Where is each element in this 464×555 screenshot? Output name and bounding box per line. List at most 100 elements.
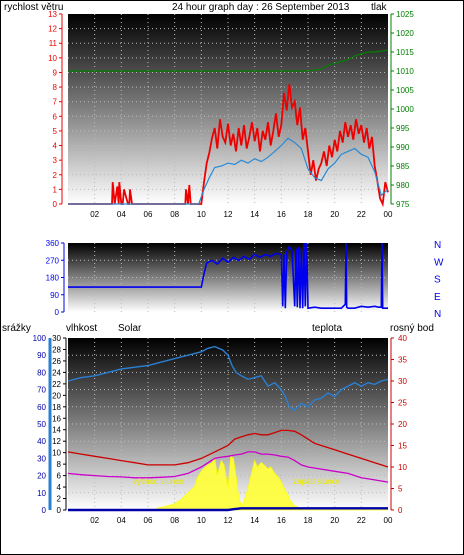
wind-speed-tick-label: 8 <box>53 83 58 92</box>
wind-speed-tick-label: 7 <box>53 98 58 107</box>
wind-panel-background <box>68 14 388 204</box>
wind-x-tick-label: 02 <box>90 210 99 219</box>
pressure-tick-label: 1005 <box>396 86 414 95</box>
rain-axis-label: srážky <box>2 323 31 334</box>
humidity-tick-label: 28 <box>52 345 61 354</box>
direction-tick-label: 90 <box>50 291 59 300</box>
humidity-tick-label: 14 <box>52 426 61 435</box>
climate-x-tick-label: 10 <box>197 516 206 525</box>
dewpoint-axis-label: rosný bod <box>390 323 434 334</box>
compass-letter: W <box>434 257 444 268</box>
wind-x-tick-label: 22 <box>357 210 366 219</box>
rain-tick-label: 40 <box>37 437 46 446</box>
temperature-tick-label: 0 <box>398 506 403 515</box>
pressure-tick-label: 975 <box>396 200 410 209</box>
solar-axis-label: Solar <box>118 323 142 334</box>
temperature-ticks: 0 5 10 15 20 25 30 35 40 <box>390 334 407 515</box>
humidity-tick-label: 26 <box>52 357 61 366</box>
wind-x-tick-label: 00 <box>384 210 393 219</box>
climate-x-tick-label: 08 <box>170 516 179 525</box>
wind-speed-tick-label: 5 <box>53 127 58 136</box>
compass-letter: S <box>434 275 441 286</box>
direction-tick-label: 180 <box>46 274 60 283</box>
rain-ticks: 0 10 20 30 40 50 60 70 80 90 100 <box>33 334 52 515</box>
rain-line <box>68 507 388 512</box>
rain-tick-label: 0 <box>42 506 47 515</box>
pressure-axis-label: tlak <box>371 2 388 13</box>
wind-x-tick-label: 08 <box>170 210 179 219</box>
wind-speed-tick-label: 10 <box>48 54 57 63</box>
temperature-tick-label: 25 <box>398 399 407 408</box>
temperature-axis-label: teplota <box>312 323 342 334</box>
rain-tick-label: 20 <box>37 472 46 481</box>
direction-tick-label: 0 <box>55 308 60 317</box>
sunrise-label: východ slunce <box>133 477 184 486</box>
dewpoint-line <box>67 451 389 483</box>
pressure-ticks: 975 980 985 990 995 1000 1005 1010 1015 1020 1025 <box>390 10 414 209</box>
wind-speed-tick-label: 1 <box>53 185 58 194</box>
climate-x-tick-label: 04 <box>117 516 126 525</box>
pressure-tick-label: 1020 <box>396 29 414 38</box>
wind-x-tick-label: 20 <box>330 210 339 219</box>
climate-x-tick-label: 06 <box>144 516 153 525</box>
pressure-tick-label: 980 <box>396 181 410 190</box>
climate-x-tick-label: 00 <box>384 516 393 525</box>
wind-speed-tick-label: 6 <box>53 112 58 121</box>
humidity-tick-label: 0 <box>57 506 62 515</box>
wind-speed-tick-label: 2 <box>53 171 58 180</box>
rain-tick-label: 10 <box>37 489 46 498</box>
wind-x-tick-label: 12 <box>224 210 233 219</box>
pressure-tick-label: 1000 <box>396 105 414 114</box>
pressure-tick-label: 990 <box>396 143 410 152</box>
solar-area <box>68 455 388 511</box>
temperature-tick-label: 35 <box>398 356 407 365</box>
climate-x-tick-label: 16 <box>277 516 286 525</box>
rain-tick-label: 80 <box>37 368 46 377</box>
wind-speed-tick-label: 13 <box>48 10 57 19</box>
rain-tick-label: 100 <box>33 334 47 343</box>
wind-x-tick-label: 06 <box>144 210 153 219</box>
compass-letter: N <box>434 240 441 251</box>
climate-x-tick-label: 12 <box>224 516 233 525</box>
direction-panel-series <box>68 242 388 310</box>
humidity-tick-label: 8 <box>57 460 62 469</box>
climate-panel-x-ticks: 02 04 06 08 10 12 14 16 18 20 22 00 <box>90 516 393 525</box>
climate-x-tick-label: 02 <box>90 516 99 525</box>
pressure-tick-label: 1025 <box>396 10 414 19</box>
wind-x-tick-label: 10 <box>197 210 206 219</box>
temperature-tick-label: 20 <box>398 420 407 429</box>
wind-x-tick-label: 14 <box>250 210 259 219</box>
compass-letter: E <box>434 292 441 303</box>
wind-speed-tick-label: 3 <box>53 156 58 165</box>
humidity-tick-label: 10 <box>52 449 61 458</box>
direction-tick-label: 270 <box>46 256 60 265</box>
humidity-tick-label: 6 <box>57 472 62 481</box>
wind-speed-tick-label: 0 <box>53 200 58 209</box>
pressure-tick-label: 985 <box>396 162 410 171</box>
pressure-line <box>68 49 389 72</box>
wind-speed-tick-label: 12 <box>48 25 57 34</box>
wind-speed-tick-label: 11 <box>49 39 58 48</box>
pressure-tick-label: 995 <box>396 124 410 133</box>
temperature-tick-label: 5 <box>398 485 403 494</box>
climate-x-tick-label: 18 <box>304 516 313 525</box>
rain-tick-label: 60 <box>37 403 46 412</box>
humidity-axis-label: vlhkost <box>66 323 97 334</box>
wind-speed-tick-label: 9 <box>53 68 58 77</box>
humidity-tick-label: 20 <box>52 391 61 400</box>
humidity-tick-label: 22 <box>52 380 61 389</box>
pressure-tick-label: 1010 <box>396 67 414 76</box>
wind-x-tick-label: 04 <box>117 210 126 219</box>
wind-x-tick-label: 18 <box>304 210 313 219</box>
wind-speed-line <box>68 84 389 208</box>
wind-average-line <box>68 137 389 205</box>
temperature-tick-label: 15 <box>398 442 407 451</box>
climate-x-tick-label: 22 <box>357 516 366 525</box>
temperature-tick-label: 40 <box>398 334 407 343</box>
rain-tick-label: 50 <box>37 420 46 429</box>
sunset-label: západ slunce <box>293 477 341 486</box>
climate-x-tick-label: 14 <box>250 516 259 525</box>
chart-title: 24 hour graph day : 26 September 2013 <box>172 2 350 13</box>
